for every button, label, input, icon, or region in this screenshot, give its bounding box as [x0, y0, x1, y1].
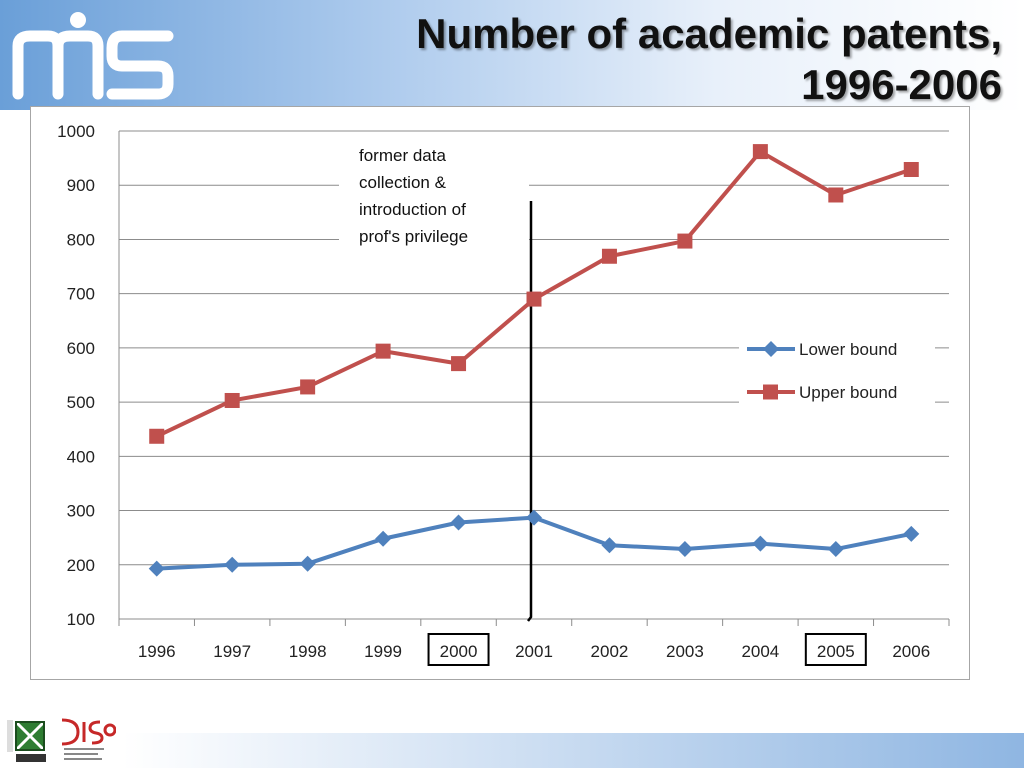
data-point — [828, 187, 844, 203]
data-point — [450, 514, 467, 531]
x-tick-label: 2006 — [892, 642, 930, 661]
data-point — [526, 291, 542, 307]
data-point — [224, 556, 241, 573]
annotation-background — [339, 137, 529, 253]
data-point — [677, 233, 693, 249]
data-point — [676, 541, 693, 558]
data-point — [375, 530, 392, 547]
ms-logo — [12, 12, 174, 100]
category-highlight-box — [427, 633, 490, 666]
data-point — [903, 161, 919, 177]
y-tick-label: 400 — [67, 447, 95, 466]
data-point — [526, 509, 542, 526]
annotation-text-line: collection & — [359, 173, 447, 192]
y-tick-label: 900 — [67, 176, 95, 195]
data-point — [601, 537, 618, 554]
y-tick-label: 100 — [67, 610, 95, 629]
data-point — [752, 144, 768, 160]
page-title: Number of academic patents, 1996-2006 — [242, 8, 1002, 110]
legend-marker — [763, 341, 779, 357]
annotation-text-line: former data — [359, 146, 446, 165]
data-point — [148, 560, 165, 577]
data-point — [752, 535, 769, 552]
x-tick-label: 1996 — [138, 642, 176, 661]
footer-band — [0, 733, 1024, 768]
x-tick-label: 1998 — [289, 642, 327, 661]
y-tick-label: 600 — [67, 339, 95, 358]
line-chart: 100 200 300 400 500 600 700 800 900 1000 1996 1997 1… — [57, 122, 950, 666]
x-tick-label: 2004 — [741, 642, 779, 661]
series-layer — [148, 144, 920, 577]
y-tick-label: 500 — [67, 393, 95, 412]
data-point — [601, 248, 617, 264]
disco-logo — [61, 718, 116, 760]
title-line-1: Number of academic patents, — [416, 10, 1002, 57]
data-point — [451, 356, 467, 372]
legend-label: Upper bound — [799, 383, 897, 402]
data-point — [224, 392, 240, 408]
x-tick-label: 2003 — [666, 642, 704, 661]
annotation-divider-line — [527, 201, 533, 622]
data-point — [300, 379, 316, 395]
y-tick-label: 1000 — [57, 122, 95, 141]
y-tick-label: 800 — [67, 230, 95, 249]
annotation-layer: former data collection & introduction of pr… — [339, 137, 533, 622]
y-tick-label: 300 — [67, 502, 95, 521]
y-tick-label: 200 — [67, 556, 95, 575]
data-point — [149, 428, 165, 444]
annotation-text-line: introduction of — [359, 200, 466, 219]
chart-frame: 100 200 300 400 500 600 700 800 900 1000 1996 1997 1… — [30, 106, 970, 680]
category-highlight-box — [804, 633, 867, 666]
legend-label: Lower bound — [799, 340, 897, 359]
axis-layer: 100 200 300 400 500 600 700 800 900 1000 1996 1997 1… — [57, 122, 950, 666]
data-point — [903, 525, 920, 542]
x-tick-label: 2001 — [515, 642, 553, 661]
unimib-logo — [7, 720, 46, 762]
x-tick-label: 2000 — [440, 642, 478, 661]
data-point — [299, 555, 316, 572]
data-point — [827, 541, 844, 558]
annotation-text-line: prof's privilege — [359, 227, 468, 246]
x-tick-label: 2002 — [591, 642, 629, 661]
x-tick-label: 1999 — [364, 642, 402, 661]
x-tick-label: 1997 — [213, 642, 251, 661]
y-tick-label: 700 — [67, 285, 95, 304]
legend: Lower bound Upper bound — [739, 329, 935, 411]
legend-marker — [763, 384, 778, 400]
title-line-2: 1996-2006 — [801, 61, 1002, 108]
data-point — [375, 343, 391, 359]
x-tick-label: 2005 — [817, 642, 855, 661]
